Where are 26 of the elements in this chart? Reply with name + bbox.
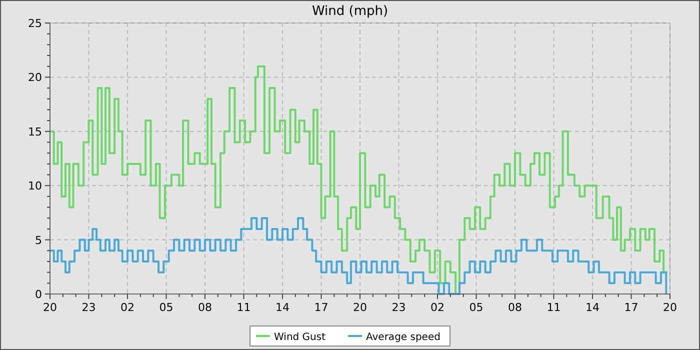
y-tick-label: 5 <box>35 234 42 247</box>
x-tick-label: 11 <box>546 301 561 314</box>
x-tick-label: 08 <box>198 301 212 314</box>
legend-label: Wind Gust <box>274 332 326 343</box>
x-tick-label: 05 <box>469 301 484 314</box>
x-tick-label: 08 <box>508 301 522 314</box>
x-tick-label: 20 <box>663 301 677 314</box>
x-tick-label: 14 <box>586 301 600 314</box>
x-tick-label: 23 <box>392 301 406 314</box>
x-tick-label: 05 <box>159 301 174 314</box>
x-tick-label: 11 <box>236 301 251 314</box>
x-tick-label: 17 <box>314 301 328 314</box>
y-tick-label: 10 <box>28 180 42 193</box>
x-tick-label: 02 <box>430 301 444 314</box>
x-tick-label: 17 <box>624 301 638 314</box>
y-tick-label: 20 <box>28 71 42 84</box>
x-tick-label: 14 <box>276 301 290 314</box>
y-tick-label: 0 <box>35 288 42 301</box>
legend-label: Average speed <box>366 332 440 343</box>
chart-title: Wind (mph) <box>312 4 388 19</box>
x-tick-label: 23 <box>82 301 96 314</box>
y-tick-label: 25 <box>28 17 42 30</box>
x-tick-label: 02 <box>120 301 134 314</box>
x-tick-label: 20 <box>43 301 57 314</box>
x-tick-label: 20 <box>353 301 367 314</box>
y-tick-label: 15 <box>28 125 42 138</box>
